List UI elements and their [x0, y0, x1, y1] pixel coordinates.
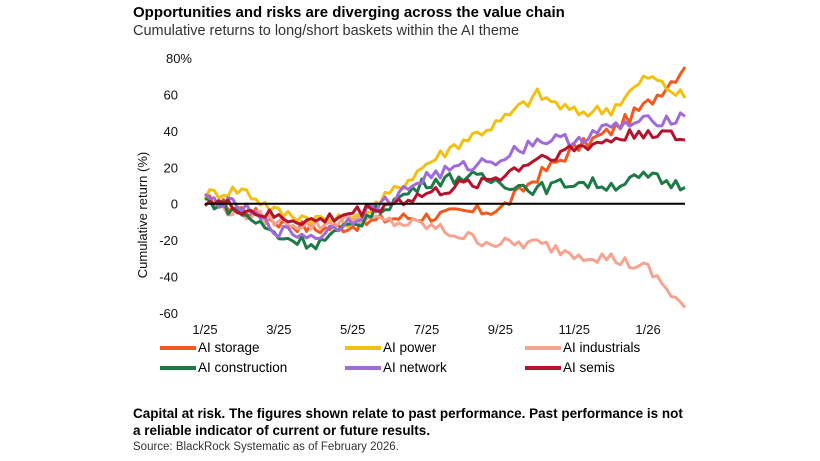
- y-tick-label: 40: [164, 124, 178, 139]
- legend-swatch: [160, 365, 196, 370]
- legend-item: AI network: [345, 360, 447, 375]
- x-tick-label: 1/25: [192, 322, 217, 337]
- legend-swatch: [345, 345, 381, 350]
- legend-swatch: [525, 345, 561, 350]
- legend-label: AI industrials: [563, 340, 641, 355]
- legend-label: AI semis: [563, 360, 615, 375]
- legend-label: AI power: [383, 340, 437, 355]
- chart-legend: AI storage AI power AI industrials AI const…: [160, 340, 680, 380]
- series-line-ai-industrials: [204, 200, 687, 309]
- legend-item: AI semis: [525, 360, 615, 375]
- y-axis-label: Cumulative return (%): [135, 152, 150, 278]
- y-tick-label: 60: [164, 87, 178, 102]
- chart-subtitle: Cumulative returns to long/short baskets…: [133, 23, 520, 39]
- series-lines: [203, 66, 687, 309]
- legend-swatch: [345, 365, 381, 370]
- x-tick-label: 7/25: [414, 322, 439, 337]
- legend-label: AI storage: [198, 340, 260, 355]
- disclaimer: Capital at risk. The figures shown relat…: [133, 406, 683, 438]
- series-line-ai-construction: [204, 170, 686, 251]
- y-tick-label: -60: [159, 306, 178, 321]
- x-tick-label: 9/25: [488, 322, 513, 337]
- series-line-ai-semis: [203, 128, 686, 227]
- legend-item: AI power: [345, 340, 436, 355]
- y-tick-label: -20: [159, 233, 178, 248]
- legend-item: AI industrials: [525, 340, 640, 355]
- y-axis-ticks: -60 -40 -20 0 20 40 60 80%: [159, 51, 192, 321]
- legend-swatch: [525, 365, 561, 370]
- y-tick-label: 20: [164, 160, 178, 175]
- x-tick-label: 3/25: [266, 322, 291, 337]
- y-tick-label: 80%: [166, 51, 192, 66]
- x-tick-label: 5/25: [340, 322, 365, 337]
- legend-label: AI construction: [198, 360, 288, 375]
- source-note: Source: BlackRock Systematic as of Febru…: [133, 441, 399, 453]
- y-tick-label: 0: [171, 197, 178, 212]
- series-line-ai-power: [203, 74, 687, 229]
- legend-label: AI network: [383, 360, 447, 375]
- chart-title: Opportunities and risks are diverging ac…: [133, 4, 565, 21]
- legend-swatch: [160, 345, 196, 350]
- x-tick-label: 11/25: [558, 322, 590, 337]
- series-line-ai-network: [203, 111, 686, 240]
- legend-item: AI storage: [160, 340, 260, 355]
- legend-item: AI construction: [160, 360, 287, 375]
- y-tick-label: -40: [159, 270, 178, 285]
- x-axis-ticks: 1/25 3/25 5/25 7/25 9/25 11/25 1/26: [192, 322, 660, 337]
- x-tick-label: 1/26: [635, 322, 660, 337]
